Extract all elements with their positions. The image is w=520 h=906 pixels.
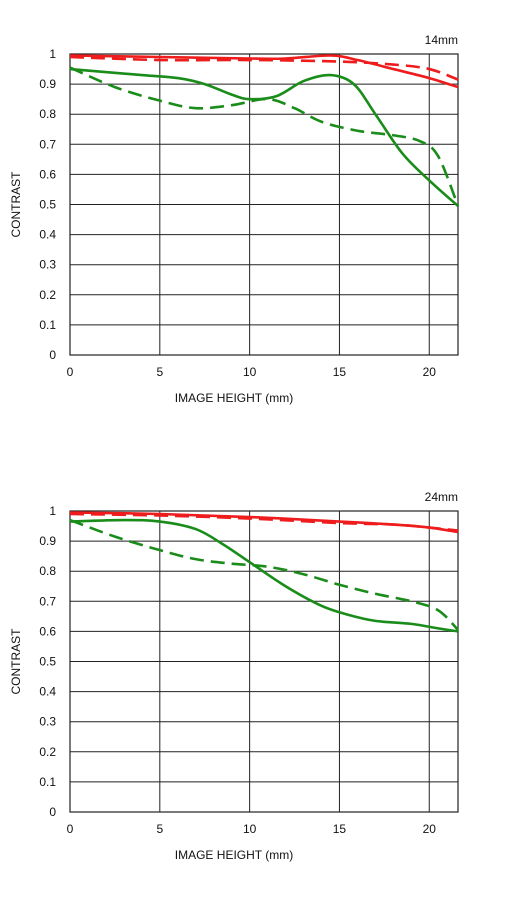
y-tick-label: 0.7 — [39, 594, 56, 608]
chart-title: 14mm — [425, 33, 458, 47]
x-tick-label: 15 — [333, 365, 347, 379]
y-tick-label: 0.6 — [39, 624, 56, 638]
y-tick-label: 1 — [49, 504, 56, 518]
x-tick-label: 0 — [67, 822, 74, 836]
y-tick-label: 0 — [49, 348, 56, 362]
y-tick-label: 0.9 — [39, 534, 56, 548]
series-line-2 — [69, 512, 459, 532]
series-line-3 — [69, 67, 459, 207]
x-axis-title: IMAGE HEIGHT (mm) — [175, 848, 293, 862]
x-tick-label: 5 — [156, 822, 163, 836]
y-tick-label: 0.9 — [39, 77, 56, 91]
y-tick-label: 0.1 — [39, 318, 56, 332]
series-line-1 — [69, 511, 459, 534]
y-tick-label: 0.8 — [39, 564, 56, 578]
series-line-2 — [69, 55, 459, 81]
x-tick-label: 10 — [243, 822, 257, 836]
series-line-1 — [69, 54, 459, 89]
y-tick-label: 0 — [49, 805, 56, 819]
x-axis-title: IMAGE HEIGHT (mm) — [175, 391, 293, 405]
y-axis-title: CONTRAST — [9, 628, 23, 695]
y-tick-label: 0.8 — [39, 107, 56, 121]
mtf-chart-1: 00.10.20.30.40.50.60.70.80.910 5 10 15 2014m… — [9, 33, 460, 405]
series-line-4 — [69, 66, 460, 207]
chart-title: 24mm — [425, 490, 458, 504]
y-tick-label: 1 — [49, 47, 56, 61]
y-tick-label: 0.5 — [39, 655, 56, 669]
series-line-4 — [69, 518, 459, 631]
y-tick-label: 0.5 — [39, 198, 56, 212]
y-tick-label: 0.7 — [39, 137, 56, 151]
x-tick-label: 15 — [333, 822, 347, 836]
y-tick-label: 0.2 — [39, 288, 56, 302]
y-tick-label: 0.3 — [39, 715, 56, 729]
y-tick-label: 0.3 — [39, 258, 56, 272]
x-tick-label: 20 — [423, 822, 437, 836]
x-tick-label: 5 — [156, 365, 163, 379]
y-tick-label: 0.6 — [39, 167, 56, 181]
y-tick-label: 0.1 — [39, 775, 56, 789]
y-tick-label: 0.2 — [39, 745, 56, 759]
x-tick-label: 10 — [243, 365, 257, 379]
y-tick-label: 0.4 — [39, 685, 56, 699]
series-line-3 — [69, 518, 459, 633]
y-tick-label: 0.4 — [39, 228, 56, 242]
mtf-chart-2: 00.10.20.30.40.50.60.70.80.910 5 10 15 2024m… — [9, 490, 459, 862]
x-tick-label: 20 — [423, 365, 437, 379]
y-axis-title: CONTRAST — [9, 171, 23, 238]
plot-frame — [69, 510, 459, 813]
x-tick-label: 0 — [67, 365, 74, 379]
